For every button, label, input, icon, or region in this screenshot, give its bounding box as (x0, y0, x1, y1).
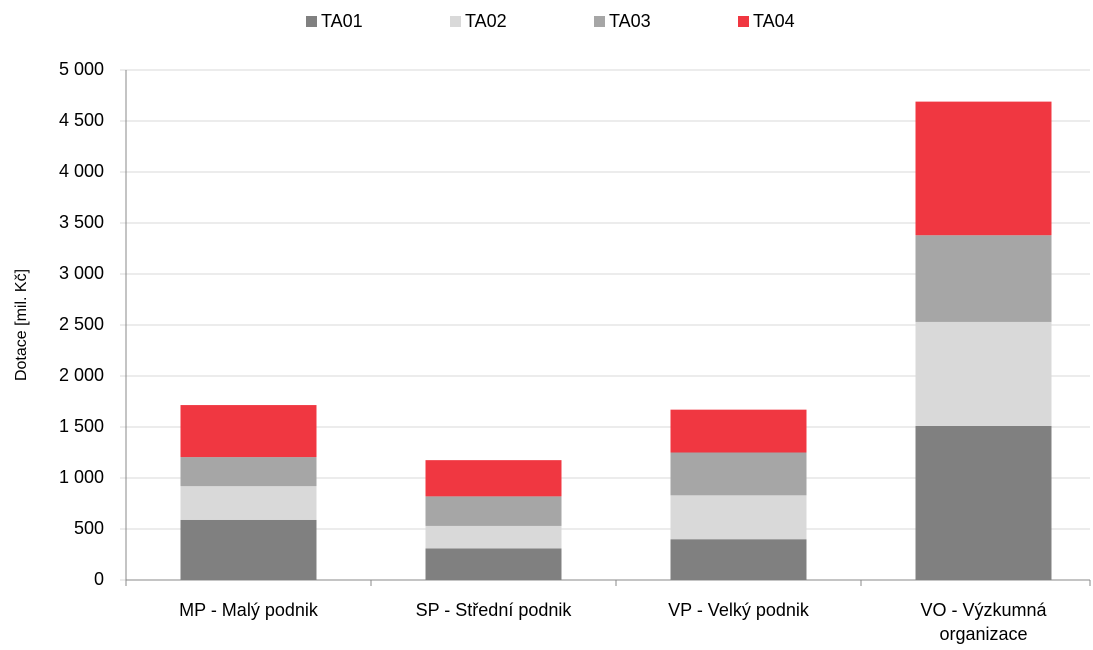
legend-swatch (594, 16, 605, 27)
y-tick-label: 5 000 (59, 59, 104, 79)
bar-segment (915, 101, 1052, 236)
legend-label: TA01 (321, 11, 363, 31)
bar-segment (915, 235, 1052, 322)
y-tick-label: 0 (94, 569, 104, 589)
legend-label: TA02 (465, 11, 507, 31)
legend-swatch (450, 16, 461, 27)
x-tick-label: SP - Střední podnik (415, 600, 572, 620)
y-tick-label: 1 000 (59, 467, 104, 487)
y-tick-label: 4 500 (59, 110, 104, 130)
bar-segment (915, 425, 1052, 580)
legend-swatch (738, 16, 749, 27)
y-tick-label: 2 000 (59, 365, 104, 385)
x-tick-label: VP - Velký podnik (668, 600, 809, 620)
bar-segment (670, 452, 807, 496)
y-axis-label: Dotace [mil. Kč] (13, 269, 30, 381)
y-tick-label: 4 000 (59, 161, 104, 181)
y-tick-label: 2 500 (59, 314, 104, 334)
y-tick-label: 1 500 (59, 416, 104, 436)
bar-segment (180, 486, 317, 520)
bar-segment (425, 548, 562, 580)
bar-segment (180, 457, 317, 487)
x-tick-label: VO - Výzkumná organizace (920, 600, 1047, 644)
bar-segment (180, 405, 317, 458)
y-tick-label: 3 500 (59, 212, 104, 232)
legend-label: TA03 (609, 11, 651, 31)
x-tick-label: MP - Malý podnik (179, 600, 318, 620)
y-tick-label: 500 (74, 518, 104, 538)
bar-segment (425, 496, 562, 526)
legend-label: TA04 (753, 11, 795, 31)
y-tick-label: 3 000 (59, 263, 104, 283)
bar-segment (425, 525, 562, 549)
legend-swatch (306, 16, 317, 27)
bar-segment (915, 321, 1052, 426)
bar-segment (670, 495, 807, 540)
bar-segment (670, 409, 807, 453)
bar-segment (180, 519, 317, 580)
bar-segment (425, 460, 562, 497)
bar-segment (670, 539, 807, 580)
